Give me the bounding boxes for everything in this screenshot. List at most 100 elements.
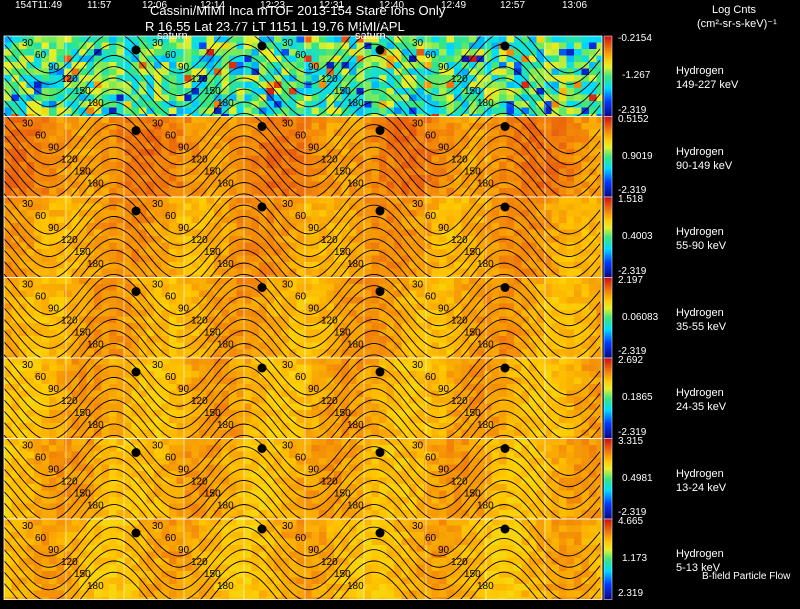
heatmap-cell [41, 216, 50, 224]
heatmap-cell [326, 197, 335, 204]
heatmap-cell [259, 268, 267, 276]
heatmap-cell [199, 297, 207, 304]
heatmap-cell [64, 210, 72, 217]
heatmap-cell [424, 268, 432, 276]
heatmap-cell [409, 114, 417, 117]
heatmap-cell [304, 284, 312, 291]
heatmap-cell [431, 129, 440, 137]
heatmap-cell [64, 268, 72, 276]
heatmap-cell [551, 107, 560, 115]
heatmap-cell [371, 203, 380, 211]
heatmap-cell [86, 114, 95, 117]
heatmap-cell [304, 49, 312, 56]
heatmap-cell [221, 210, 230, 217]
heatmap-cell [551, 329, 560, 337]
heatmap-cell [581, 116, 590, 124]
colorbar-segment [604, 339, 612, 343]
heatmap-cell [169, 94, 177, 102]
heatmap-cell [334, 284, 342, 291]
heatmap-cell [139, 249, 147, 256]
heatmap-cell [386, 101, 395, 108]
heatmap-cell [26, 236, 35, 243]
heatmap-cell [139, 75, 147, 82]
heatmap-cell [589, 390, 597, 398]
heatmap-cell [401, 162, 410, 169]
heatmap-cell [484, 329, 492, 337]
heatmap-cell [154, 142, 162, 150]
heatmap-cell [26, 203, 35, 211]
heatmap-cell [34, 223, 42, 230]
heatmap-cell [64, 181, 72, 189]
heatmap-cell [296, 142, 305, 150]
heatmap-cell [41, 168, 50, 176]
heatmap-cell [461, 358, 470, 365]
heatmap-cell [581, 149, 590, 156]
heatmap-cell [281, 390, 290, 398]
heatmap-cell [521, 216, 530, 224]
colorbar-segment [604, 265, 612, 268]
heatmap-cell [334, 229, 342, 237]
heatmap-cell [551, 168, 560, 176]
heatmap-cell [64, 197, 72, 204]
contour-label: 60 [165, 50, 177, 61]
heatmap-cell [184, 358, 192, 365]
heatmap-cell [589, 203, 597, 211]
heatmap-cell [529, 116, 537, 124]
heatmap-cell [41, 249, 50, 256]
heatmap-cell [49, 329, 57, 337]
heatmap-cell [484, 175, 492, 182]
heatmap-cell [109, 68, 117, 76]
heatmap-cell [49, 384, 57, 391]
heatmap-cell [296, 81, 305, 89]
heatmap-cell [431, 62, 440, 69]
heatmap-cell [551, 216, 560, 224]
contour-label: 180 [217, 98, 234, 109]
heatmap-cell [469, 229, 477, 237]
heatmap-cell [221, 329, 230, 337]
heatmap-cell [364, 55, 372, 63]
heatmap-cell [161, 390, 170, 398]
heatmap-cell [169, 168, 177, 176]
heatmap-cell [124, 123, 132, 130]
heatmap-cell [214, 377, 222, 385]
heatmap-cell [109, 268, 117, 276]
heatmap-cell [499, 55, 507, 63]
heatmap-cell [544, 168, 552, 176]
heatmap-cell [176, 384, 185, 391]
heatmap-cell [64, 275, 72, 278]
heatmap-cell [296, 216, 305, 224]
heatmap-cell [499, 142, 507, 150]
heatmap-cell [71, 284, 80, 291]
heatmap-cell [124, 75, 132, 82]
heatmap-cell [326, 384, 335, 391]
contour-label: 180 [87, 179, 104, 190]
heatmap-cell [94, 88, 102, 95]
heatmap-cell [296, 275, 305, 278]
heatmap-cell [454, 197, 462, 204]
heatmap-cell [386, 242, 395, 250]
heatmap-cell [109, 168, 117, 176]
heatmap-cell [469, 36, 477, 43]
colorbar-segment [604, 255, 612, 258]
heatmap-cell [499, 255, 507, 263]
heatmap-cell [184, 390, 192, 398]
heatmap-cell [176, 268, 185, 276]
colorbar-segment [604, 307, 612, 311]
heatmap-cell [116, 129, 125, 137]
heatmap-cell [589, 123, 597, 130]
heatmap-cell [514, 216, 522, 224]
heatmap-cell [589, 384, 597, 391]
heatmap-cell [49, 149, 57, 156]
heatmap-cell [199, 62, 207, 69]
heatmap-cell [214, 42, 222, 50]
heatmap-cell [41, 268, 50, 276]
heatmap-cell [26, 349, 35, 356]
heatmap-cell [371, 181, 380, 189]
heatmap-cell [86, 88, 95, 95]
heatmap-cell [4, 371, 12, 378]
heatmap-cell [386, 236, 395, 243]
heatmap-cell [11, 216, 20, 224]
heatmap-cell [154, 136, 162, 143]
heatmap-cell [244, 49, 252, 56]
heatmap-cell [236, 284, 245, 291]
